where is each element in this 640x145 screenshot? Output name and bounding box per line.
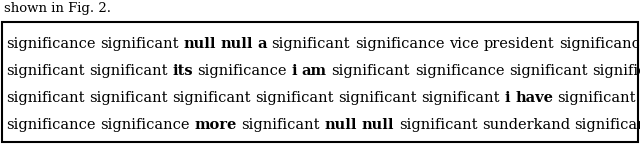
Text: null: null — [362, 118, 394, 132]
Text: significant: significant — [422, 91, 500, 105]
Text: null: null — [220, 37, 253, 51]
Text: significant: significant — [6, 64, 84, 78]
Text: i: i — [292, 64, 297, 78]
Text: significance: significance — [6, 37, 95, 51]
Text: null: null — [183, 37, 216, 51]
Text: significant: significant — [592, 64, 640, 78]
Bar — [2, 22, 638, 142]
Text: sunderkand: sunderkand — [482, 118, 570, 132]
Text: significant: significant — [89, 91, 168, 105]
Text: significance: significance — [198, 64, 287, 78]
Text: significance: significance — [355, 37, 444, 51]
Text: significant: significant — [255, 91, 334, 105]
Text: more: more — [195, 118, 237, 132]
Text: significant: significant — [557, 91, 636, 105]
Text: significance: significance — [100, 118, 189, 132]
Text: significant: significant — [339, 91, 417, 105]
Text: significant: significant — [332, 64, 410, 78]
Text: have: have — [515, 91, 553, 105]
Text: significant: significant — [172, 91, 251, 105]
Text: am: am — [302, 64, 327, 78]
Text: i: i — [505, 91, 510, 105]
Text: significant: significant — [241, 118, 320, 132]
Text: significant: significant — [89, 64, 168, 78]
Text: significant: significant — [509, 64, 588, 78]
Text: president: president — [483, 37, 554, 51]
Text: significant: significant — [575, 118, 640, 132]
Text: null: null — [324, 118, 357, 132]
Text: significant: significant — [271, 37, 350, 51]
Text: significance: significance — [6, 118, 95, 132]
Text: significance: significance — [559, 37, 640, 51]
Text: shown in Fig. 2.: shown in Fig. 2. — [4, 2, 111, 15]
Text: significant: significant — [6, 91, 84, 105]
Text: significant: significant — [100, 37, 179, 51]
Text: significance: significance — [415, 64, 504, 78]
Text: vice: vice — [449, 37, 479, 51]
Text: a: a — [257, 37, 267, 51]
Text: its: its — [172, 64, 193, 78]
Text: significant: significant — [399, 118, 477, 132]
